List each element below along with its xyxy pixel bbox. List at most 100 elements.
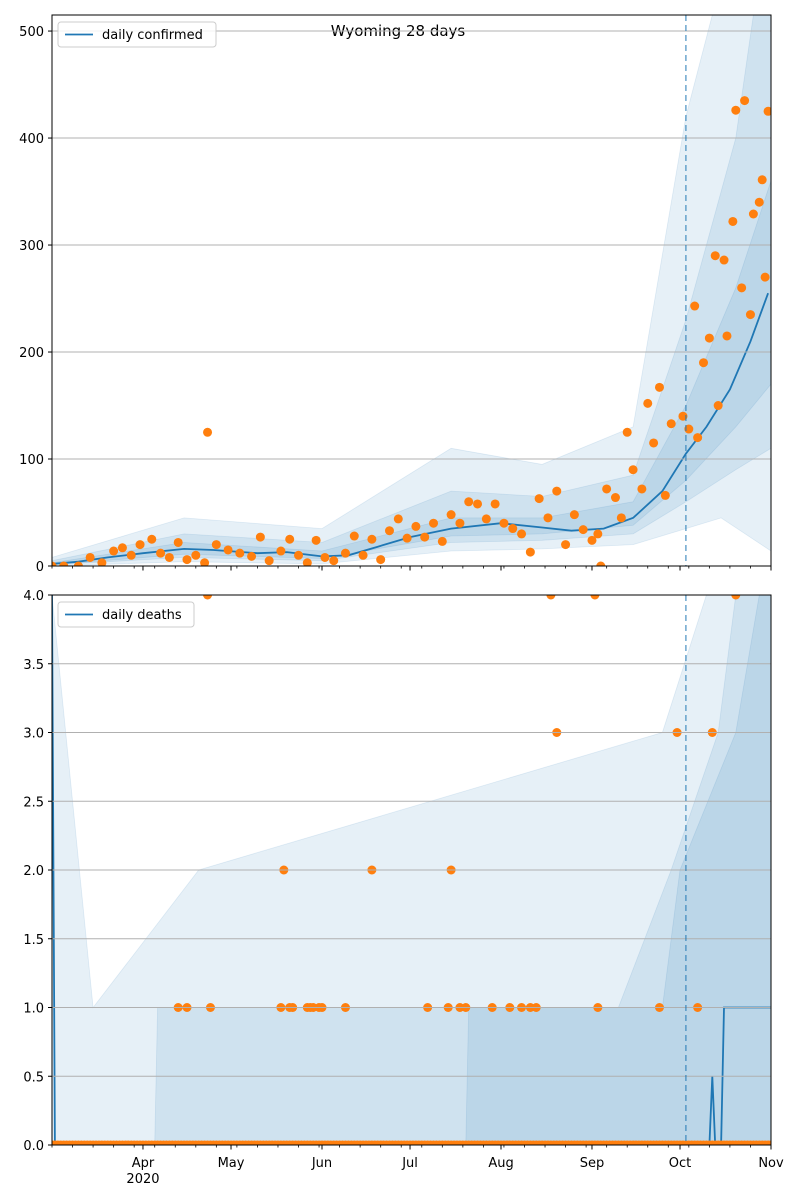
x-tick-label: Apr — [132, 1156, 155, 1171]
y-tick-label: 3.0 — [23, 727, 44, 742]
observed-point — [126, 550, 136, 560]
uncertainty-band — [52, 15, 771, 566]
observed-point — [587, 535, 597, 545]
observed-point — [728, 216, 738, 226]
observed-point — [393, 514, 403, 524]
observed-point — [731, 105, 741, 115]
observed-point — [690, 301, 700, 311]
x-tick-label: Oct — [669, 1156, 691, 1171]
observed-point — [699, 358, 709, 368]
observed-point — [534, 494, 544, 504]
observed-point — [367, 534, 377, 544]
y-tick-label: 1.5 — [23, 933, 44, 948]
y-tick-label: 500 — [19, 25, 44, 40]
observed-point — [596, 561, 606, 566]
observed-point — [376, 555, 386, 565]
observed-point — [719, 255, 729, 265]
y-tick-label: 2.0 — [23, 864, 44, 879]
x-year-label: 2020 — [126, 1172, 159, 1187]
observed-point — [203, 595, 213, 600]
x-tick-label: Aug — [488, 1156, 513, 1171]
observed-point — [546, 595, 556, 600]
observed-point — [710, 251, 720, 261]
observed-point — [745, 310, 755, 320]
observed-point — [285, 534, 295, 544]
observed-point — [164, 552, 174, 562]
observed-point — [200, 558, 210, 566]
observed-point — [156, 548, 166, 558]
legend-label: daily confirmed — [102, 28, 203, 43]
observed-point — [384, 526, 394, 536]
observed-point — [402, 533, 412, 543]
observed-point — [223, 545, 233, 555]
legend-box — [57, 21, 217, 48]
observed-point — [754, 197, 764, 207]
y-tick-label: 0.0 — [23, 1139, 44, 1154]
observed-point — [628, 465, 638, 475]
y-tick-label: 400 — [19, 132, 44, 147]
observed-point — [552, 486, 562, 496]
y-tick-label: 200 — [19, 346, 44, 361]
observed-point — [543, 513, 553, 523]
observed-point — [437, 536, 447, 546]
observed-point — [508, 524, 518, 534]
observed-point — [211, 540, 221, 550]
observed-point — [610, 493, 620, 503]
observed-point — [446, 510, 456, 520]
observed-point — [737, 283, 747, 293]
observed-point — [191, 550, 201, 560]
observed-point — [473, 499, 483, 509]
observed-point — [593, 529, 603, 539]
observed-point — [59, 561, 69, 566]
observed-point — [264, 556, 274, 566]
observed-point — [117, 543, 127, 553]
x-tick-label: Nov — [758, 1156, 784, 1171]
observed-point — [760, 272, 770, 282]
y-tick-label: 3.5 — [23, 658, 44, 673]
plot-area — [52, 15, 771, 566]
y-tick-label: 2.5 — [23, 795, 44, 810]
observed-point — [517, 529, 527, 539]
observed-point — [499, 518, 509, 528]
x-tick-label: May — [218, 1156, 245, 1171]
y-tick-label: 300 — [19, 239, 44, 254]
observed-point — [666, 419, 676, 429]
observed-point — [147, 534, 157, 544]
observed-point — [713, 401, 723, 411]
observed-point — [349, 531, 359, 541]
observed-point — [85, 552, 95, 562]
observed-point — [748, 209, 758, 219]
x-tick-label: Sep — [580, 1156, 605, 1171]
observed-point — [740, 96, 750, 106]
observed-point — [590, 595, 600, 600]
x-tick-label: Jun — [311, 1156, 332, 1171]
observed-point — [602, 484, 612, 494]
observed-point — [255, 532, 265, 542]
observed-point — [182, 555, 192, 565]
observed-point — [763, 106, 771, 116]
observed-point — [693, 433, 703, 443]
deaths-panel: 0.0 0.5 1.0 1.5 2.0 2.5 3.0 3.5 4.0 Apr May Jun Jul A… — [23, 589, 784, 1187]
observed-point — [561, 540, 571, 550]
observed-point — [455, 518, 465, 528]
observed-point — [622, 427, 632, 437]
observed-point — [766, 1140, 771, 1145]
y-tick-label: 1.0 — [23, 1002, 44, 1017]
y-tick-label: 0 — [36, 560, 44, 575]
observed-point — [329, 556, 339, 566]
observed-point — [276, 546, 286, 556]
observed-point — [525, 547, 535, 557]
observed-point — [569, 510, 579, 520]
observed-point — [637, 484, 647, 494]
observed-point — [247, 551, 257, 561]
observed-point — [135, 540, 145, 550]
observed-point — [616, 513, 626, 523]
observed-point — [173, 537, 183, 547]
legend-label: daily deaths — [102, 608, 182, 623]
observed-point — [429, 518, 439, 528]
observed-point — [203, 427, 213, 437]
observed-point — [97, 558, 107, 566]
observed-point — [704, 333, 714, 343]
observed-point — [464, 497, 474, 507]
